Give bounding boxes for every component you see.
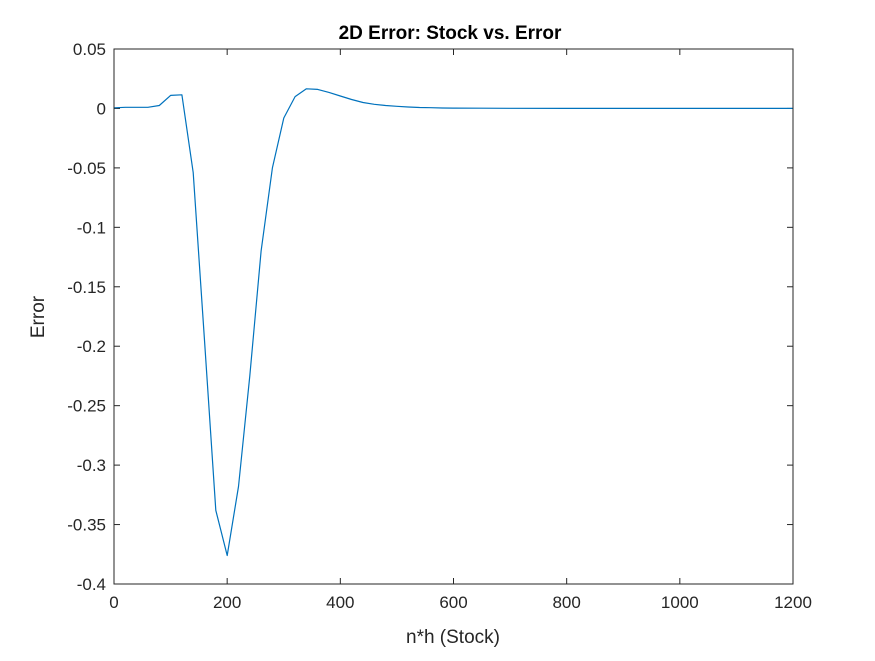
y-tick-label: 0.05 <box>73 40 106 59</box>
x-tick-label: 800 <box>552 593 580 612</box>
series-layer <box>113 88 793 557</box>
y-tick-label: -0.4 <box>77 575 106 594</box>
y-tick-label: -0.15 <box>67 278 106 297</box>
y-axis-label: Error <box>28 295 49 338</box>
y-tick-label: -0.2 <box>77 337 106 356</box>
y-tick-label: -0.35 <box>67 516 106 535</box>
y-tick-label: -0.05 <box>67 159 106 178</box>
y-tick-label: 0 <box>97 99 106 118</box>
x-tick-label: 200 <box>213 593 241 612</box>
chart-title: 2D Error: Stock vs. Error <box>339 23 562 44</box>
y-tick-label: -0.1 <box>77 218 106 237</box>
plot-area-border <box>113 48 794 585</box>
x-tick-label: 0 <box>109 593 118 612</box>
x-tick-label: 400 <box>326 593 354 612</box>
series-line <box>113 88 793 557</box>
plot-background <box>114 49 793 584</box>
y-tick-label: -0.3 <box>77 456 106 475</box>
y-tick-label: -0.25 <box>67 397 106 416</box>
x-tick-label: 1200 <box>774 593 812 612</box>
x-tick-label: 600 <box>439 593 467 612</box>
ticks-layer: 0 200 400 600 800 1000 1200 0.05 0 -0.05 -0.1 -0.15… <box>67 40 812 612</box>
x-tick-label: 1000 <box>661 593 699 612</box>
x-axis-label: n*h (Stock) <box>406 627 500 648</box>
